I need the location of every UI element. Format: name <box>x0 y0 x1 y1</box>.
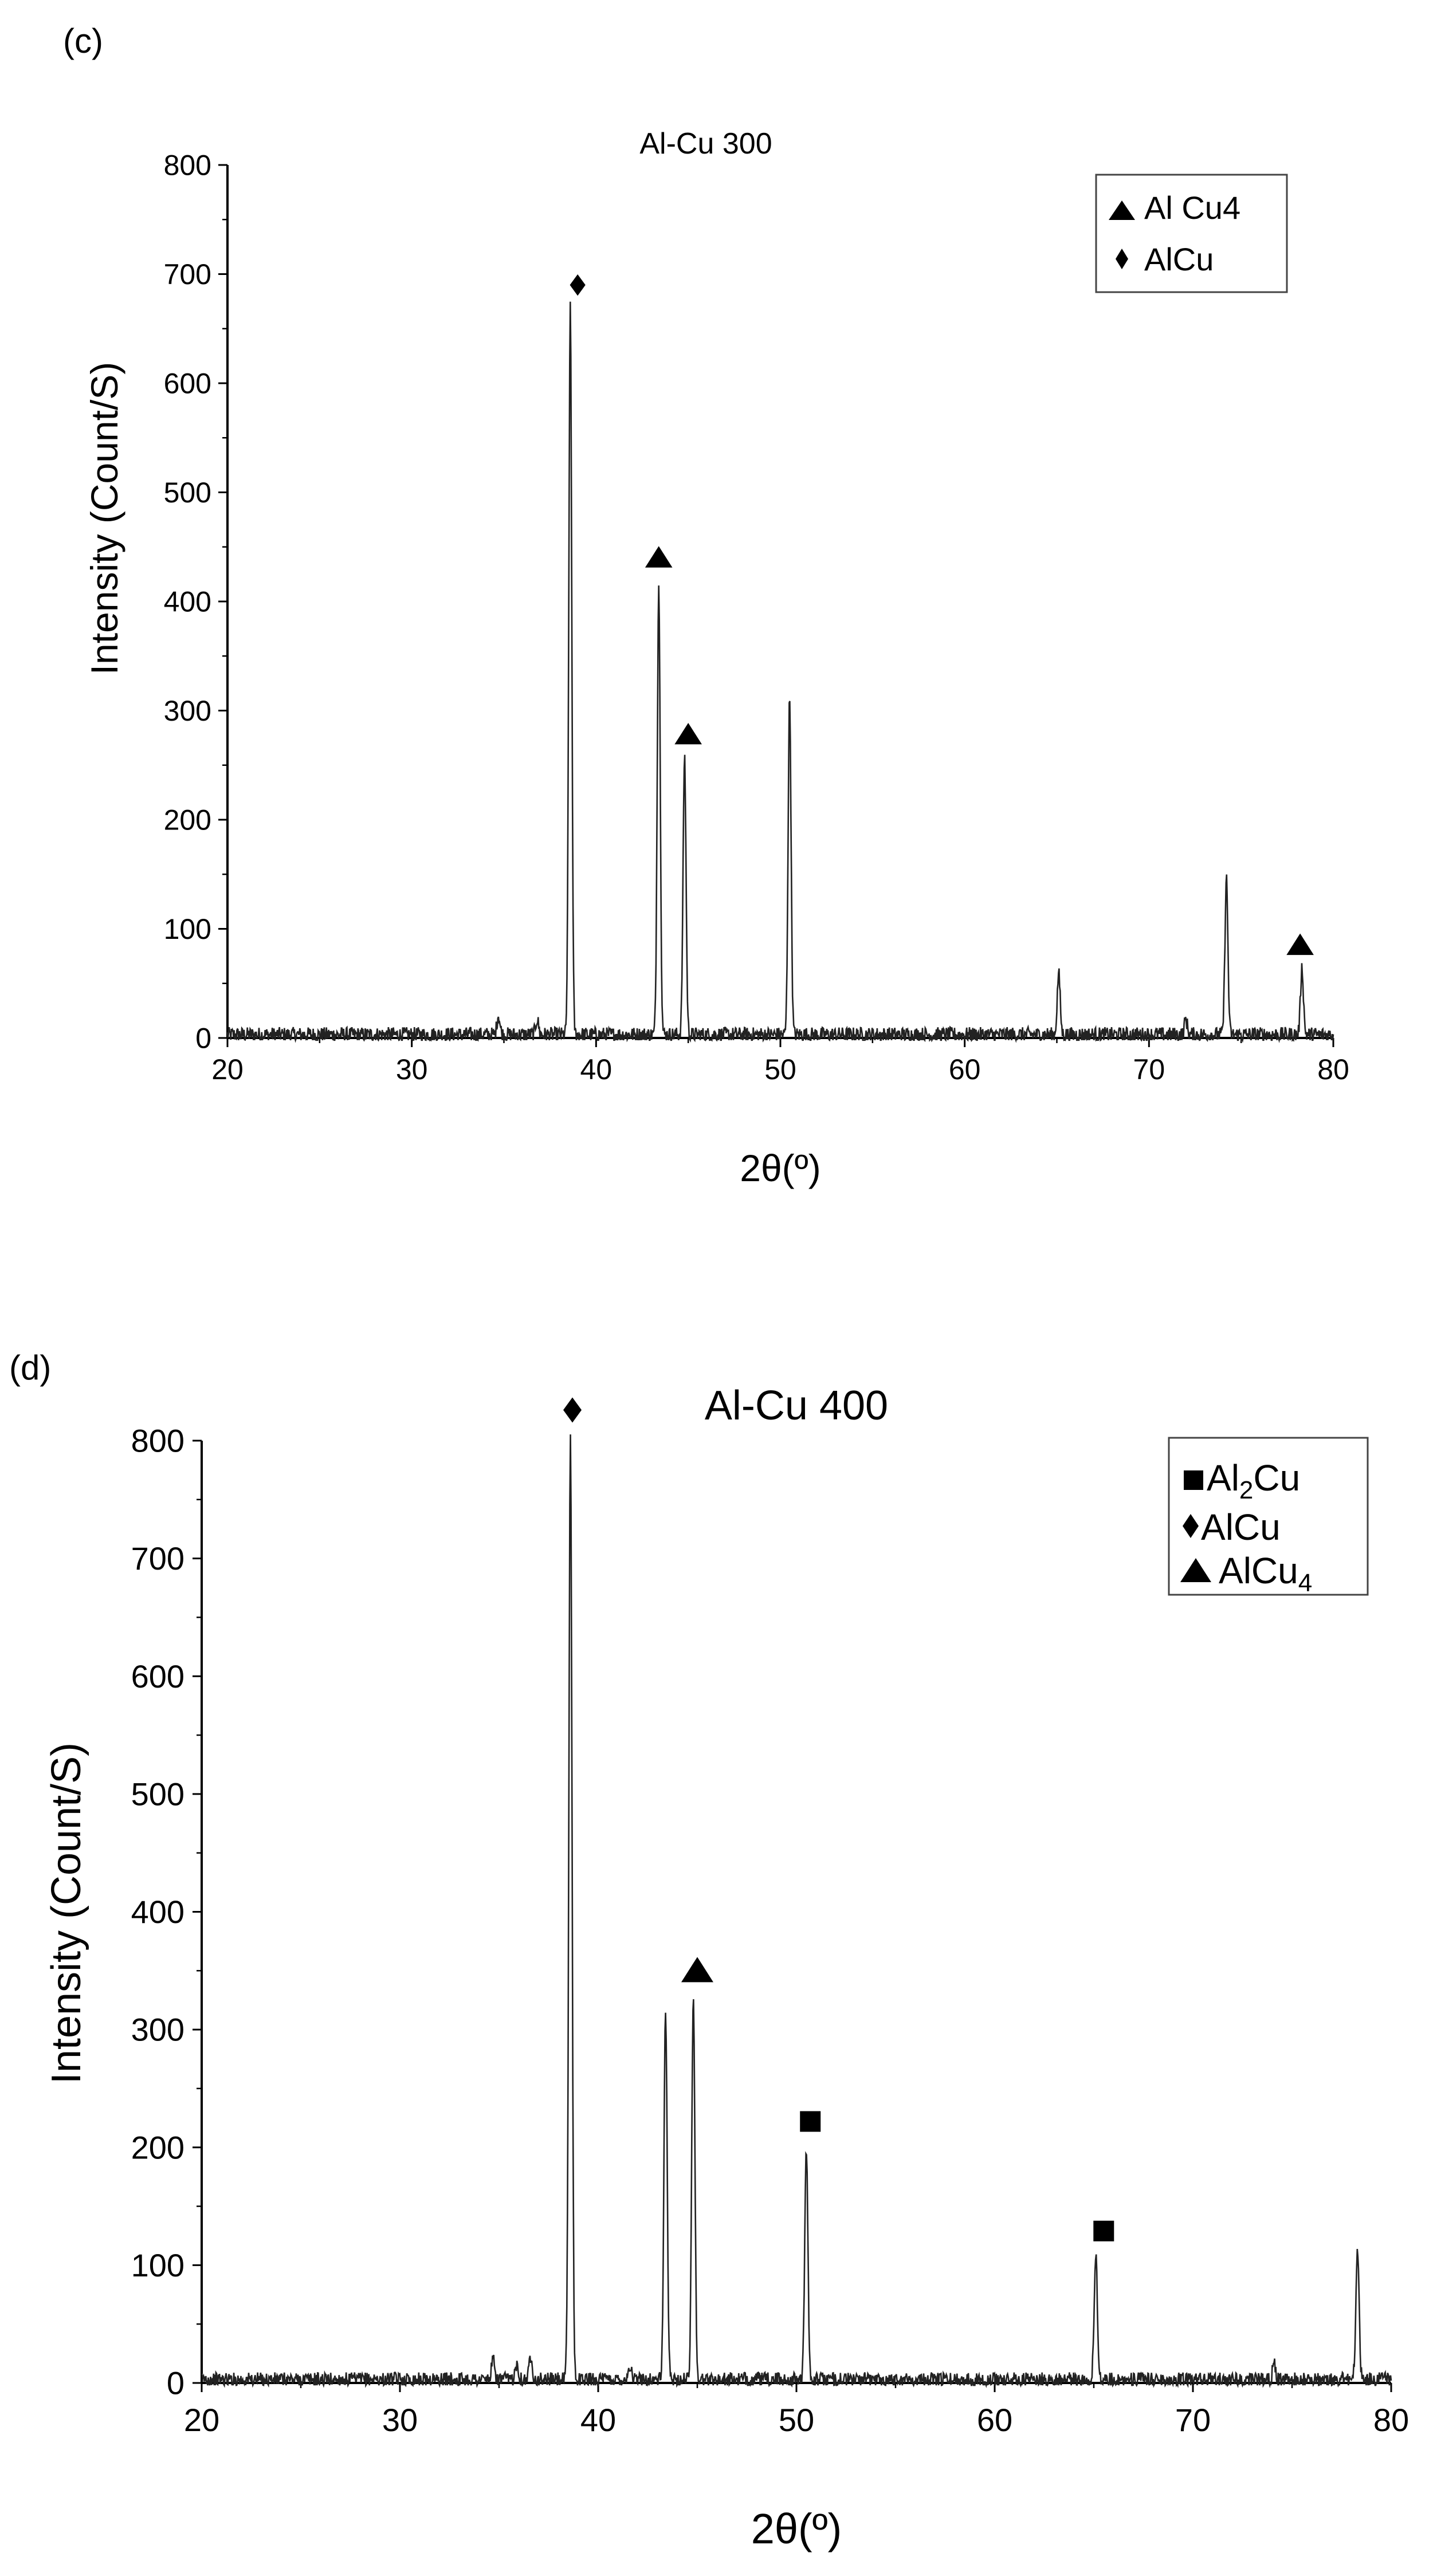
panel-label: (d) <box>9 1348 51 1387</box>
phase-markers <box>570 274 1314 955</box>
triangle-marker <box>674 723 702 745</box>
y-tick-label: 100 <box>131 2247 184 2283</box>
phase-markers <box>563 1397 1114 2241</box>
y-tick-label: 200 <box>164 804 211 836</box>
x-ticks: 20 30 40 50 60 70 80 <box>184 2383 1409 2438</box>
diamond-marker <box>570 274 586 296</box>
legend-label: AlCu <box>1201 1507 1281 1548</box>
x-tick-label: 70 <box>1133 1053 1165 1086</box>
triangle-marker <box>681 1957 713 1983</box>
chart-title: Al-Cu 400 <box>705 1383 888 1429</box>
legend-label: Al2Cu <box>1207 1457 1300 1504</box>
y-tick-label: 800 <box>131 1423 184 1459</box>
series-line <box>226 301 1334 1043</box>
legend: Al Cu4 AlCu <box>1095 174 1288 293</box>
y-tick-label: 200 <box>131 2129 184 2165</box>
chart-panel-d: (d) Al-Cu 400 0100200300400500600700800 … <box>9 1348 1409 2553</box>
x-tick-label: 30 <box>382 2402 418 2438</box>
y-tick-label: 300 <box>164 695 211 727</box>
x-tick-label: 20 <box>184 2402 219 2438</box>
y-tick-label: 100 <box>164 913 211 945</box>
triangle-icon <box>1180 1558 1211 1582</box>
diamond-marker <box>563 1397 582 1423</box>
y-tick-label: 600 <box>131 1658 184 1694</box>
x-tick-label: 20 <box>211 1053 244 1086</box>
x-tick-label: 50 <box>779 2402 814 2438</box>
x-ticks: 20 30 40 50 60 70 80 <box>211 1038 1349 1086</box>
x-tick-label: 40 <box>580 2402 616 2438</box>
triangle-marker <box>1286 933 1314 955</box>
series-line <box>201 1434 1392 2389</box>
x-tick-label: 40 <box>580 1053 613 1086</box>
chart-panel-c: (c) Al-Cu 300 0100200300400500600700800 … <box>63 22 1349 1189</box>
legend-label: Al Cu4 <box>1144 190 1240 226</box>
x-tick-label: 70 <box>1175 2402 1211 2438</box>
y-tick-label: 400 <box>164 586 211 618</box>
diamond-icon <box>1116 249 1128 269</box>
diamond-icon <box>1183 1514 1199 1538</box>
y-tick-label: 500 <box>164 477 211 509</box>
x-tick-label: 30 <box>396 1053 428 1086</box>
y-tick-label: 0 <box>195 1022 211 1055</box>
y-tick-label: 800 <box>164 150 211 182</box>
x-axis-label: 2θ(º) <box>740 1147 820 1189</box>
x-tick-label: 80 <box>1317 1053 1349 1086</box>
legend-label: AlCu4 <box>1219 1550 1312 1597</box>
y-tick-label: 700 <box>164 258 211 290</box>
y-tick-label: 600 <box>164 368 211 400</box>
y-axis-label: Intensity (Count/S) <box>83 362 125 675</box>
triangle-icon <box>1109 200 1135 220</box>
y-ticks: 0 100 200 300 400 500 600 700 800 <box>131 1423 202 2401</box>
y-tick-label: 300 <box>131 2012 184 2048</box>
x-tick-label: 80 <box>1373 2402 1409 2438</box>
square-marker <box>800 2111 821 2132</box>
y-tick-label: 0 <box>167 2365 184 2401</box>
triangle-marker <box>645 546 673 568</box>
x-axis-label: 2θ(º) <box>751 2505 842 2553</box>
y-ticks: 0 100 200 300 400 500 600 700 800 <box>164 150 227 1055</box>
legend-label: AlCu <box>1144 241 1214 277</box>
x-tick-label: 60 <box>977 2402 1012 2438</box>
square-icon <box>1184 1470 1203 1490</box>
y-tick-label: 700 <box>131 1540 184 1576</box>
x-tick-label: 50 <box>764 1053 796 1086</box>
chart-title: Al-Cu 300 <box>639 127 772 160</box>
x-tick-label: 60 <box>949 1053 981 1086</box>
legend: Al2Cu AlCu AlCu4 <box>1168 1437 1369 1597</box>
panel-label: (c) <box>63 22 103 60</box>
square-marker <box>1093 2220 1114 2241</box>
y-axis-label: Intensity (Count/S) <box>44 1743 89 2084</box>
legend-box <box>1095 174 1288 293</box>
y-tick-label: 400 <box>131 1894 184 1930</box>
y-tick-label: 500 <box>131 1776 184 1812</box>
